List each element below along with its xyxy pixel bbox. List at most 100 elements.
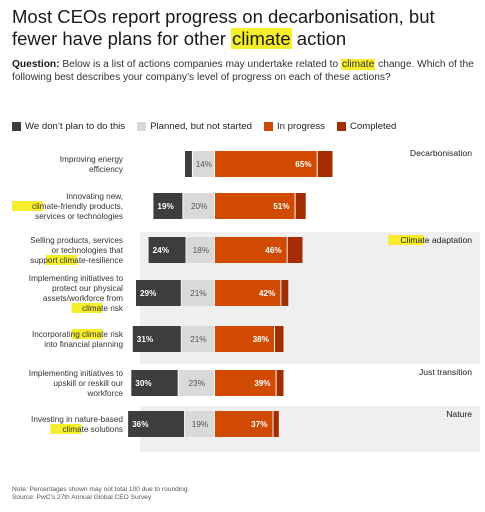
question-text: Question: Below is a list of actions com…: [12, 58, 474, 84]
category-label: Selling products, services: [30, 236, 123, 245]
group-label: Just transition: [419, 367, 472, 377]
category-label-highlight: [71, 329, 103, 339]
legend-label: Completed: [349, 120, 397, 132]
bar-segment: [215, 151, 317, 177]
bar-segment: [185, 411, 214, 437]
category-label: Implementing initiatives to: [29, 369, 124, 378]
bar-segment: [215, 370, 276, 396]
bar-segment: [276, 370, 284, 396]
bar-value-label: 65%: [295, 160, 312, 169]
category-label: climate solutions: [62, 425, 123, 434]
bar-row: 31% 21% 38%: [132, 326, 284, 352]
group-label: Climate adaptation: [400, 235, 472, 245]
category-label-highlight: [50, 424, 82, 434]
title-highlight: climate: [231, 28, 292, 49]
group-label-highlight: [388, 235, 425, 245]
bar-value-label: 30%: [135, 379, 152, 388]
question-body: Below is a list of actions companies may…: [59, 59, 341, 70]
bar-value-label: 51%: [273, 202, 290, 211]
bar-segment: [186, 237, 214, 263]
bar-value-label: 39%: [254, 379, 271, 388]
bar-row: 29% 21% 42%: [136, 280, 289, 306]
bar-segment: [185, 151, 192, 177]
bar-segment: [273, 411, 279, 437]
category-label: Incorporating climate risk: [32, 330, 124, 339]
legend-item-no-plan: We don’t plan to do this: [12, 120, 125, 132]
legend-item-completed: Completed: [336, 120, 397, 132]
chart-title: Most CEOs report progress on decarbonisa…: [12, 6, 472, 50]
question-label: Question:: [12, 59, 60, 70]
title-text: Most CEOs report progress on decarbonisa…: [12, 6, 435, 49]
category-label: Implementing initiatives to: [29, 274, 124, 283]
bar-segment: [215, 193, 295, 219]
category-label: Innovating new,: [66, 192, 123, 201]
category-label: Investing in nature-based: [31, 415, 123, 424]
bar-segment: [183, 193, 214, 219]
category-label: services or technologies: [35, 212, 123, 221]
bar-segment: [136, 280, 181, 306]
bar-segment: [181, 326, 214, 352]
bar-segment: [128, 411, 184, 437]
category-label: upskill or reskill our: [53, 379, 123, 388]
bar-segment: [215, 411, 273, 437]
category-label: into financial planning: [44, 340, 123, 349]
bar-segment: [215, 326, 274, 352]
question-highlight: climate: [340, 59, 376, 70]
legend-swatch: [336, 121, 346, 131]
bar-segment: [295, 193, 306, 219]
category-label: Improving energy: [60, 155, 124, 164]
bar-value-label: 21%: [190, 335, 206, 344]
bar-value-label: 19%: [157, 202, 174, 211]
bar-value-label: 42%: [259, 289, 276, 298]
group-label: Decarbonisation: [410, 148, 472, 158]
bar-segment: [317, 151, 333, 177]
category-label: climate risk: [82, 304, 124, 313]
bar-row: 36% 19% 37%: [128, 411, 279, 437]
bar-value-label: 36%: [132, 420, 149, 429]
bar-segment: [192, 151, 214, 177]
bar-segment: [153, 193, 183, 219]
legend-swatch: [12, 121, 21, 131]
bar-row: 19% 20% 51%: [153, 193, 306, 219]
bar-row: 14% 65%: [185, 151, 333, 177]
bar-value-label: 14%: [196, 160, 212, 169]
category-label: support climate-resilience: [30, 256, 123, 265]
category-label: assets/workforce from: [43, 294, 123, 303]
category-label-highlight: [46, 255, 77, 265]
bar-segment: [131, 370, 178, 396]
bar-value-label: 18%: [193, 246, 209, 255]
bar-value-label: 38%: [253, 335, 270, 344]
bar-value-label: 46%: [265, 246, 282, 255]
category-label: protect our physical: [52, 284, 123, 293]
group-label: Nature: [446, 409, 472, 419]
bar-segment: [281, 280, 289, 306]
chart-legend: We don’t plan to do this Planned, but no…: [12, 120, 396, 132]
title-text-end: action: [291, 28, 347, 49]
category-label: or technologies that: [52, 246, 124, 255]
legend-label: We don’t plan to do this: [25, 120, 126, 132]
bar-segment: [287, 237, 303, 263]
footnote-note: Note: Percentages shown may not total 10…: [12, 486, 190, 493]
category-label: efficiency: [89, 165, 124, 174]
bar-value-label: 24%: [153, 246, 170, 255]
bar-row: 24% 18% 46%: [148, 237, 303, 263]
legend-label: Planned, but not started: [150, 120, 252, 132]
bar-segment: [215, 237, 287, 263]
bar-value-label: 21%: [190, 289, 206, 298]
bar-value-label: 31%: [137, 335, 154, 344]
question-body-end: change. Which of the following best desc…: [12, 59, 474, 83]
legend-item-planned: Planned, but not started: [137, 120, 252, 132]
bar-value-label: 29%: [140, 289, 157, 298]
legend-swatch: [137, 121, 147, 131]
legend-swatch: [263, 121, 273, 131]
bar-value-label: 19%: [192, 420, 208, 429]
legend-item-in-progress: In progress: [263, 120, 325, 132]
bar-segment: [178, 370, 214, 396]
bar-row: 30% 23% 39%: [131, 370, 284, 396]
bar-value-label: 20%: [191, 202, 207, 211]
bar-segment: [148, 237, 186, 263]
chart-footnote: Note: Percentages shown may not total 10…: [12, 486, 189, 502]
bar-segment: [275, 326, 284, 352]
footnote-source: Source: PwC’s 27th Annual Global CEO Sur…: [12, 494, 152, 501]
bar-value-label: 23%: [189, 379, 205, 388]
